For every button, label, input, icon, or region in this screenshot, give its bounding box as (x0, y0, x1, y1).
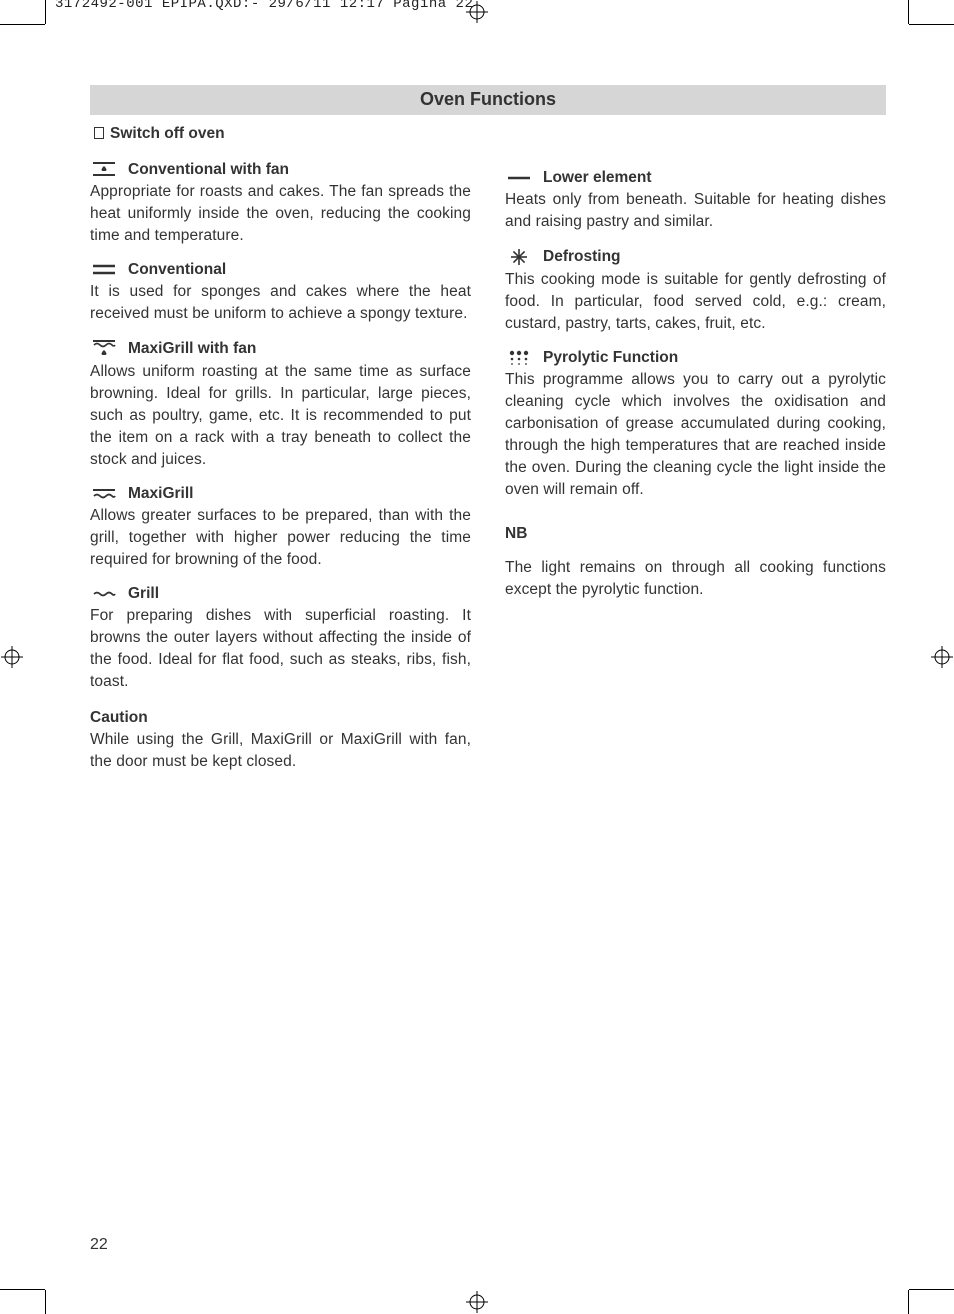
function-title: Grill (128, 585, 159, 603)
crop-mark (0, 24, 45, 25)
crop-mark (45, 0, 46, 24)
function-maxigrill: MaxiGrill Allows greater surfaces to be … (90, 485, 471, 571)
function-defrosting: Defrosting This cooking mode is suitable… (505, 247, 886, 335)
caution-title: Caution (90, 709, 471, 727)
nb-body: The light remains on through all cooking… (505, 557, 886, 601)
switch-off-label: Switch off oven (110, 125, 225, 142)
function-title: Lower element (543, 169, 652, 187)
function-body: This cooking mode is suitable for gently… (505, 269, 886, 335)
function-lower-element: Lower element Heats only from beneath. S… (505, 169, 886, 233)
left-column: Conventional with fan Appropriate for ro… (90, 161, 471, 773)
pyrolytic-icon (505, 349, 533, 367)
function-title: MaxiGrill with fan (128, 340, 256, 358)
page: 3172492-001 EPIPA.QXD:- 29/6/11 12:17 Pá… (0, 0, 954, 1314)
right-column: Lower element Heats only from beneath. S… (505, 161, 886, 773)
function-pyrolytic: Pyrolytic Function This programme allows… (505, 349, 886, 501)
conventional-fan-icon (90, 161, 118, 179)
function-conventional: Conventional It is used for sponges and … (90, 261, 471, 325)
grill-icon (90, 589, 118, 599)
crop-mark (45, 1290, 46, 1314)
function-title: MaxiGrill (128, 485, 193, 503)
function-title: Pyrolytic Function (543, 349, 678, 367)
lower-element-icon (505, 174, 533, 182)
function-maxigrill-fan: MaxiGrill with fan Allows uniform roasti… (90, 339, 471, 471)
crop-mark (908, 1290, 909, 1314)
switch-off-icon (94, 127, 104, 139)
function-conventional-fan: Conventional with fan Appropriate for ro… (90, 161, 471, 247)
defrosting-icon (505, 247, 533, 267)
caution-body: While using the Grill, MaxiGrill or Maxi… (90, 729, 471, 773)
function-body: It is used for sponges and cakes where t… (90, 281, 471, 325)
print-imprint: 3172492-001 EPIPA.QXD:- 29/6/11 12:17 Pá… (55, 0, 473, 12)
function-body: Allows greater surfaces to be prepared, … (90, 505, 471, 571)
crop-mark (908, 0, 909, 24)
registration-mark-icon (1, 646, 23, 668)
function-title: Conventional (128, 261, 226, 279)
function-body: Appropriate for roasts and cakes. The fa… (90, 181, 471, 247)
function-title: Defrosting (543, 248, 621, 266)
content-area: Oven Functions Switch off oven Conventio… (90, 85, 886, 1254)
crop-mark (909, 1289, 954, 1290)
crop-mark (0, 1289, 45, 1290)
columns: Conventional with fan Appropriate for ro… (90, 161, 886, 773)
maxigrill-icon (90, 488, 118, 500)
function-body: This programme allows you to carry out a… (505, 369, 886, 501)
section-title: Oven Functions (90, 85, 886, 115)
registration-mark-icon (931, 646, 953, 668)
function-title: Conventional with fan (128, 161, 289, 179)
function-body: Allows uniform roasting at the same time… (90, 361, 471, 471)
maxigrill-fan-icon (90, 339, 118, 359)
function-body: For preparing dishes with superficial ro… (90, 605, 471, 693)
switch-off-heading: Switch off oven (94, 125, 886, 143)
function-grill: Grill For preparing dishes with superfic… (90, 585, 471, 693)
crop-mark (909, 24, 954, 25)
page-number: 22 (90, 1236, 108, 1254)
function-body: Heats only from beneath. Suitable for he… (505, 189, 886, 233)
registration-mark-icon (466, 1291, 488, 1313)
nb-title: NB (505, 525, 886, 543)
conventional-icon (90, 263, 118, 277)
